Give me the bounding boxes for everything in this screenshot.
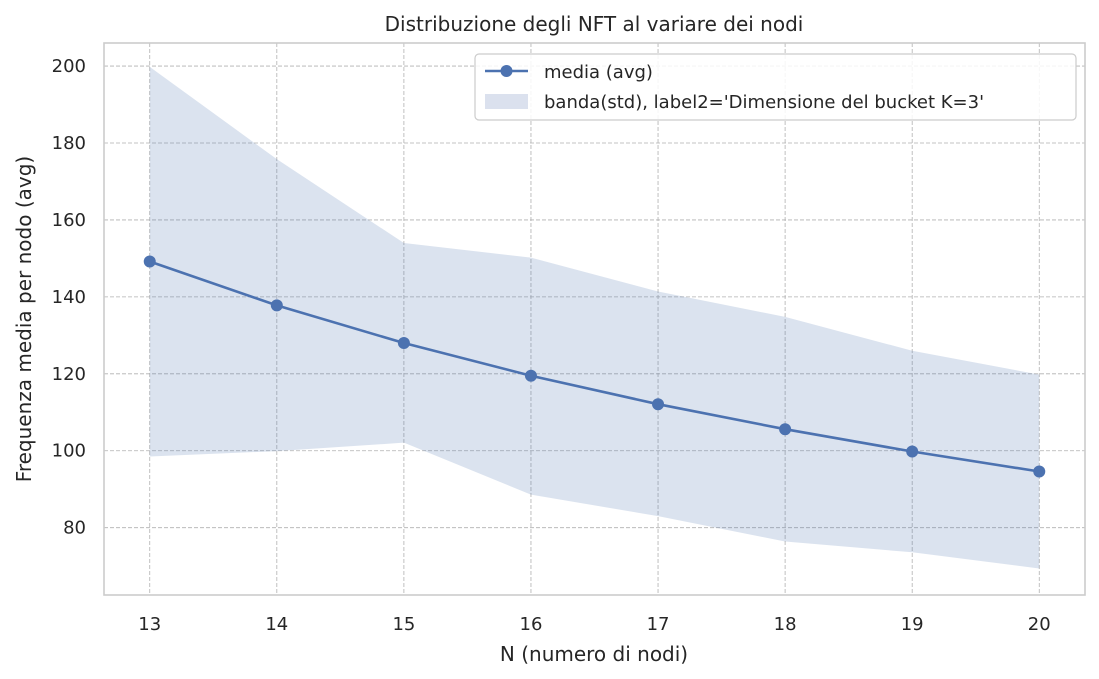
mean-point [270,299,283,312]
mean-point [906,445,919,458]
tick-labels: 13 14 15 16 17 18 19 20 80 100 120 140 160 180 200 [52,56,1051,635]
y-axis-label: Frequenza media per nodo (avg) [12,156,36,482]
y-tick-label: 80 [63,518,86,539]
x-tick-label: 20 [1028,614,1051,635]
legend-label-band: banda(std), label2='Dimensione del bucke… [544,92,984,113]
y-tick-label: 200 [52,56,86,77]
x-tick-label: 15 [392,614,415,635]
y-tick-label: 140 [52,287,86,308]
legend-band-swatch [485,94,528,109]
mean-point [397,337,410,350]
x-tick-label: 16 [520,614,543,635]
x-tick-label: 18 [774,614,797,635]
x-tick-label: 17 [647,614,670,635]
mean-point [1033,465,1046,478]
legend-label-mean: media (avg) [544,62,653,83]
legend-marker-swatch [500,65,513,77]
plot-frame [103,42,1086,596]
mean-line-layer [143,255,1046,478]
y-tick-label: 160 [52,210,86,231]
mean-point [524,369,537,382]
mean-point [779,423,792,436]
mean-point [143,255,156,268]
legend: media (avg) banda(std), label2='Dimensio… [474,53,1077,121]
x-tick-label: 19 [901,614,924,635]
x-axis-label: N (numero di nodi) [500,642,688,666]
y-tick-label: 120 [52,364,86,385]
mean-line [149,260,1040,473]
y-tick-label: 100 [52,441,86,462]
y-tick-label: 180 [52,133,86,154]
std-band [149,66,1040,569]
chart-title: Distribuzione degli NFT al variare dei n… [385,12,804,36]
legend-box [474,53,1077,121]
x-tick-label: 13 [138,614,161,635]
mean-point [652,398,665,411]
std-band-layer [149,66,1040,569]
x-tick-label: 14 [265,614,288,635]
